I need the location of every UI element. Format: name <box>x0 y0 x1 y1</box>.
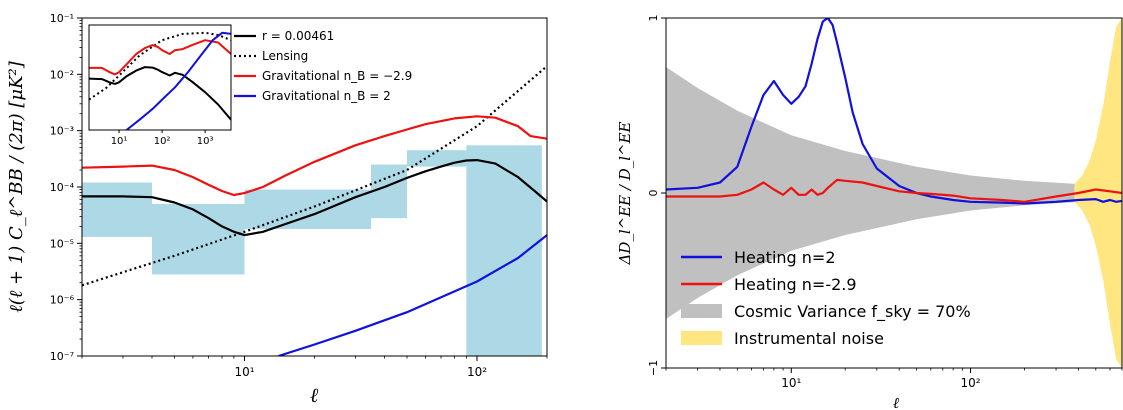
error-band-rect <box>151 203 245 275</box>
y-tick-label: 10⁻⁴ <box>50 181 75 194</box>
legend-label: Gravitational n_B = −2.9 <box>262 69 412 83</box>
right-x-axis-label: ℓ <box>893 394 899 410</box>
left-y-ticks: 10⁻⁷ 10⁻⁶ 10⁻⁵ 10⁻⁴ 10⁻³ 10⁻² 10⁻¹ <box>50 12 82 363</box>
y-tick-label: 10⁻³ <box>50 125 74 138</box>
legend-label: Heating n=2 <box>734 248 836 267</box>
legend-label: Instrumental noise <box>734 329 884 348</box>
series-line <box>82 115 547 197</box>
left-y-axis-label: ℓ(ℓ + 1) C_ℓ^BB / (2π) [μK²] <box>6 60 27 312</box>
inset-x-tick-label: 10³ <box>197 136 214 147</box>
inset-series-line <box>89 31 231 101</box>
legend-label: Lensing <box>262 49 308 63</box>
left-panel: 10¹ 10² 10⁻⁷ 10⁻⁶ 10⁻⁵ 10⁻⁴ 10⁻³ 10⁻² 10⁻¹ ℓ ℓ(… <box>6 12 548 407</box>
legend-label: Gravitational n_B = 2 <box>262 89 391 103</box>
y-tick-label: −1 <box>647 360 660 376</box>
right-legend: Heating n=2 Heating n=-2.9 Cosmic Variance… <box>681 248 971 348</box>
x-tick-label: 10² <box>467 365 487 379</box>
cosmic-variance-band <box>666 67 1122 319</box>
inset-x-ticks: 10¹ 10² 10³ <box>111 130 214 147</box>
right-series-lines <box>666 18 1122 205</box>
error-band-rect <box>244 189 372 229</box>
error-band-rect <box>466 145 542 356</box>
legend-patch <box>681 331 722 345</box>
y-tick-label: 10⁻⁶ <box>50 294 75 307</box>
left-x-axis-label: ℓ <box>310 383 319 407</box>
y-tick-label: 0 <box>647 190 660 197</box>
inset-frame <box>88 24 232 131</box>
series-line <box>666 18 1122 205</box>
right-panel: 10¹ 10² −1 0 1 ℓ ΔD_l^EE / D_l^EE Heating n… <box>616 15 1123 410</box>
inset-plot: 10¹ 10² 10³ <box>88 24 232 147</box>
x-tick-label: 10¹ <box>234 365 254 379</box>
error-band-rect <box>82 182 152 237</box>
series-line <box>278 234 547 356</box>
x-tick-label: 10¹ <box>781 376 801 390</box>
y-tick-label: 10⁻¹ <box>50 12 74 25</box>
series-line <box>82 65 547 287</box>
instrumental-noise-band <box>1074 18 1122 368</box>
left-legend: r = 0.00461 Lensing Gravitational n_B = −2… <box>234 29 412 103</box>
right-bands <box>666 18 1122 368</box>
series-line <box>666 178 1122 203</box>
inset-series-line <box>125 31 231 130</box>
y-tick-label: 10⁻⁷ <box>50 350 74 363</box>
legend-label: Cosmic Variance f_sky = 70% <box>734 302 971 322</box>
legend-label: r = 0.00461 <box>262 29 334 43</box>
series-line <box>82 159 547 237</box>
legend-label: Heating n=-2.9 <box>734 275 857 294</box>
inset-x-tick-label: 10² <box>154 136 171 147</box>
y-tick-label: 1 <box>647 15 660 22</box>
inset-series-lines <box>89 31 231 130</box>
left-series-lines <box>82 65 547 356</box>
x-tick-label: 10² <box>960 376 980 390</box>
right-x-ticks: 10¹ 10² <box>665 368 1123 390</box>
y-tick-label: 10⁻² <box>50 68 74 81</box>
inset-series-line <box>89 39 231 76</box>
inset-x-tick-label: 10¹ <box>111 136 128 147</box>
right-y-axis-label: ΔD_l^EE / D_l^EE <box>616 121 634 265</box>
legend-patch <box>681 304 722 318</box>
right-y-ticks: −1 0 1 <box>647 15 666 376</box>
y-tick-label: 10⁻⁵ <box>50 237 74 250</box>
left-x-ticks: 10¹ 10² <box>81 356 548 379</box>
error-band-rect <box>371 164 408 219</box>
error-bands <box>82 145 542 356</box>
inset-series-line <box>89 66 231 121</box>
